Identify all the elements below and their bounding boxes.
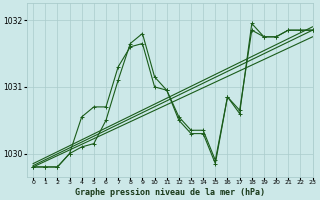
X-axis label: Graphe pression niveau de la mer (hPa): Graphe pression niveau de la mer (hPa) bbox=[75, 188, 265, 197]
